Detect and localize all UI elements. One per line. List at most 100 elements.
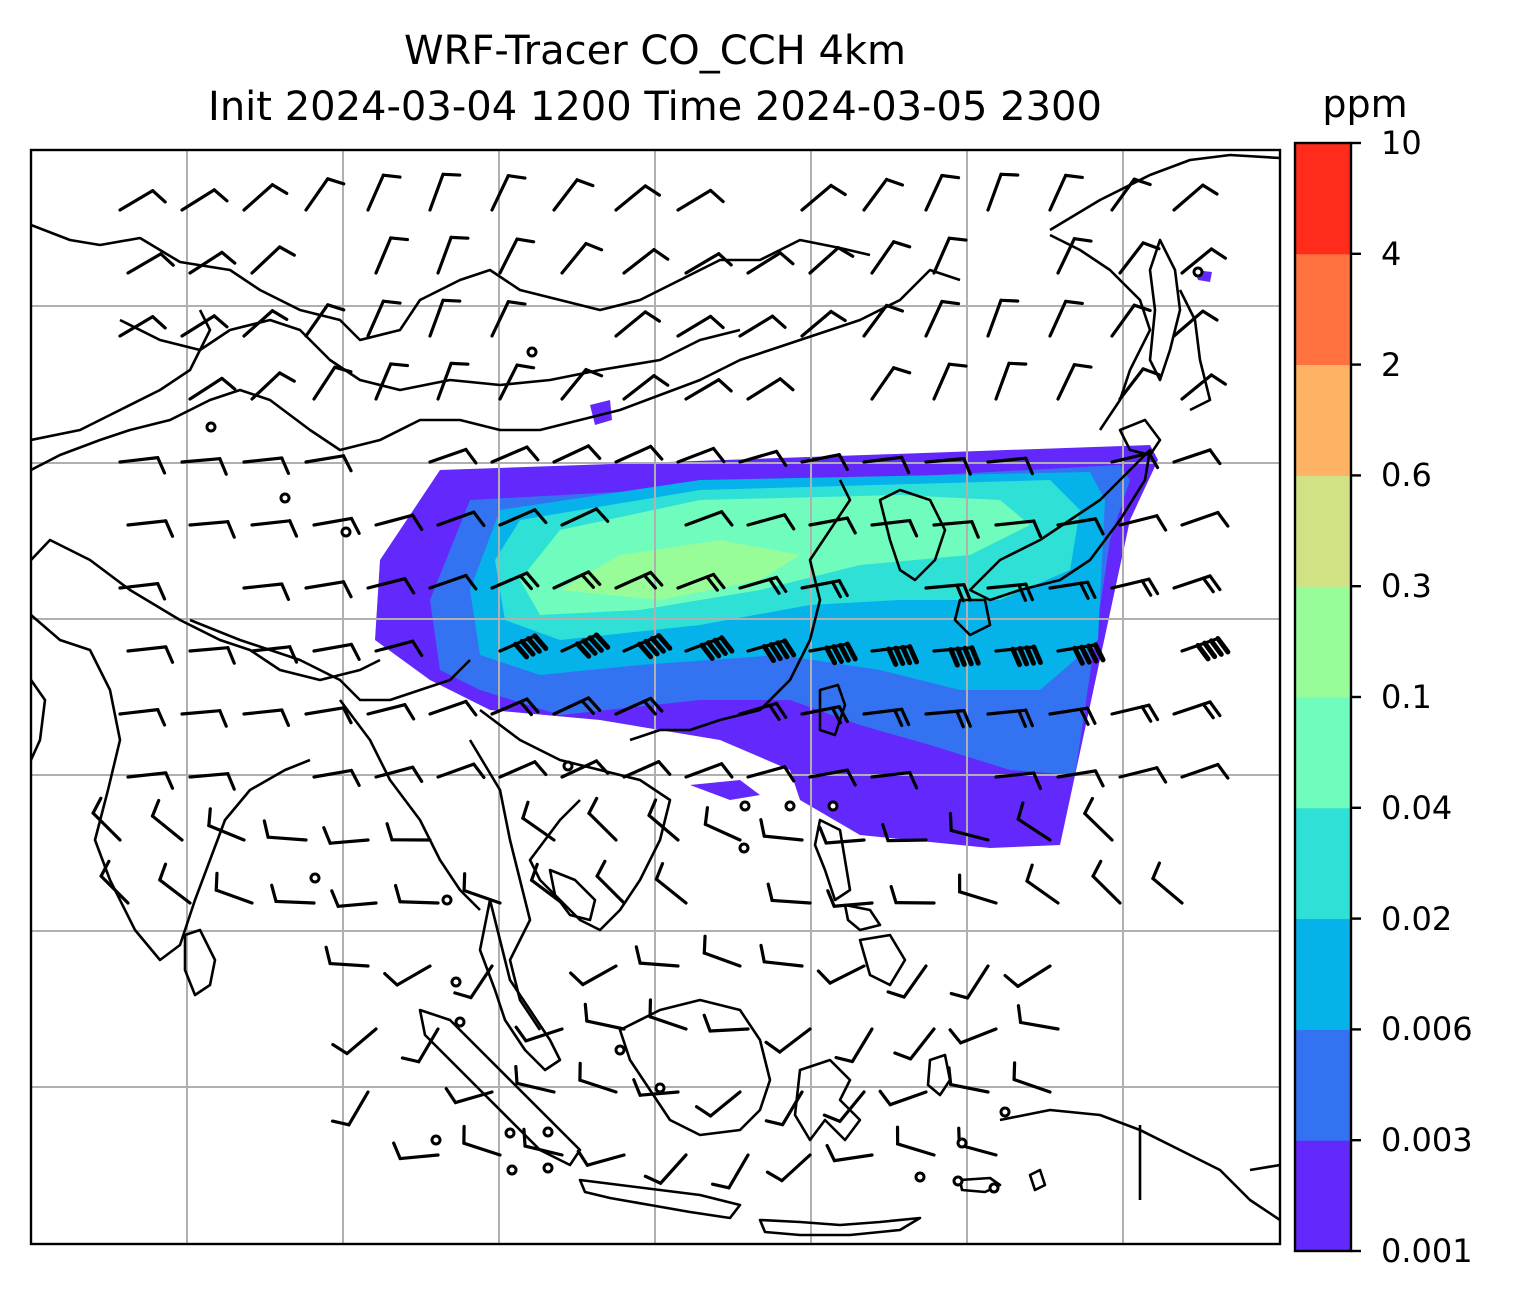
wind-barb-flag bbox=[1093, 517, 1105, 536]
wind-barb-flag bbox=[643, 638, 660, 657]
wind-barb-flag bbox=[845, 516, 857, 535]
wind-barb-flag bbox=[1147, 577, 1160, 596]
wind-barb-flag bbox=[1141, 367, 1161, 377]
wind-barb bbox=[1016, 964, 1052, 988]
wind-barb bbox=[304, 177, 330, 212]
wind-barb bbox=[428, 699, 468, 716]
lesser-sunda bbox=[758, 1216, 922, 1237]
wind-barb-flag bbox=[1031, 644, 1043, 665]
wind-barb-flag bbox=[1147, 451, 1160, 470]
wind-barb bbox=[578, 1078, 618, 1094]
sulawesi bbox=[793, 1058, 862, 1142]
wind-barb-flag bbox=[159, 252, 175, 267]
colorbar-tick-label: 0.1 bbox=[1381, 678, 1432, 716]
wind-barb-flag bbox=[533, 508, 548, 525]
himalaya-border bbox=[189, 618, 471, 702]
wind-barb bbox=[896, 1142, 936, 1157]
wind-barb-flag bbox=[844, 641, 858, 662]
small-island bbox=[1028, 1168, 1047, 1192]
wind-barb-flag bbox=[587, 796, 599, 815]
wind-barb bbox=[207, 823, 246, 842]
wind-barb-flag bbox=[1064, 299, 1084, 306]
wind-barb-flag bbox=[331, 1042, 349, 1056]
wind-barb bbox=[180, 314, 216, 338]
wind-barb-flag bbox=[212, 188, 229, 203]
wind-barb-flag bbox=[783, 765, 796, 783]
wind-barb-flag bbox=[1072, 363, 1093, 369]
wind-barb-flag bbox=[940, 299, 961, 306]
wind-barb-flag bbox=[892, 240, 912, 249]
calm-wind-circle bbox=[738, 842, 750, 854]
calm-wind-circle bbox=[956, 1137, 968, 1149]
colorbar-tick-label: 0.003 bbox=[1381, 1121, 1473, 1160]
wind-barb bbox=[1048, 299, 1068, 338]
wind-barb-flag bbox=[1140, 705, 1153, 723]
wind-barb-flag bbox=[449, 361, 470, 366]
wind-barb bbox=[1118, 514, 1159, 527]
calm-wind-circle bbox=[988, 1182, 1000, 1194]
wind-barb-flag bbox=[649, 444, 664, 461]
wind-barb-flag bbox=[778, 251, 795, 266]
wind-barb-flag bbox=[955, 709, 965, 729]
wind-barb-flag bbox=[1091, 859, 1103, 878]
wind-barb-flag bbox=[280, 708, 291, 727]
wind-barb-flag bbox=[164, 519, 175, 538]
wind-barb bbox=[738, 314, 775, 338]
wind-barb bbox=[126, 252, 163, 275]
wind-barb bbox=[304, 580, 346, 590]
wind-barb bbox=[622, 760, 661, 779]
wind-barb bbox=[366, 299, 385, 338]
wind-barb bbox=[702, 951, 742, 968]
wind-barb bbox=[560, 367, 588, 401]
colorbar-band-0 bbox=[1295, 1140, 1351, 1252]
wind-barb-flag bbox=[829, 309, 847, 323]
wind-barb-flag bbox=[506, 174, 527, 180]
wind-barb bbox=[986, 456, 1028, 464]
chart-title-line1: WRF-Tracer CO_CCH 4km bbox=[403, 28, 907, 74]
wind-barb-flag bbox=[657, 760, 672, 776]
wind-barb-flag bbox=[158, 862, 168, 882]
wind-barb-flag bbox=[1151, 861, 1162, 881]
wind-barb-flag bbox=[999, 172, 1020, 177]
wind-barb-flag bbox=[764, 1040, 782, 1054]
wind-barb-flag bbox=[270, 183, 289, 195]
wind-barb-flag bbox=[594, 759, 610, 775]
chart-title-line2: Init 2024-03-04 1200 Time 2024-03-05 230… bbox=[208, 84, 1102, 130]
colorbar-frame bbox=[1293, 141, 1353, 1253]
wind-barb-flag bbox=[1202, 640, 1218, 660]
wind-barb-flag bbox=[411, 513, 424, 531]
central-asia-border-2 bbox=[31, 268, 961, 472]
wind-barb-flag bbox=[1140, 579, 1153, 597]
wind-barb-flag bbox=[885, 177, 905, 187]
wind-barb bbox=[118, 582, 160, 590]
wind-barb bbox=[336, 901, 378, 908]
wind-barb-flag bbox=[220, 376, 237, 391]
wind-barb-flag bbox=[834, 1055, 854, 1064]
wind-barb-flag bbox=[836, 246, 855, 258]
wind-barb bbox=[676, 446, 716, 464]
wind-barb-flag bbox=[403, 577, 416, 595]
wind-barb-flag bbox=[1209, 247, 1228, 260]
wind-barb-flag bbox=[411, 765, 424, 783]
china-east-coast bbox=[629, 479, 852, 742]
wind-barb bbox=[312, 365, 337, 401]
wind-barb bbox=[614, 444, 653, 464]
wind-barb bbox=[800, 183, 833, 212]
wind-barb bbox=[250, 519, 292, 527]
wind-barb bbox=[746, 377, 782, 401]
wind-barb-flag bbox=[444, 1087, 458, 1105]
colorbar-tick-label: 0.02 bbox=[1381, 899, 1453, 938]
wind-barb-flag bbox=[280, 456, 291, 475]
wind-barb bbox=[994, 771, 1036, 779]
wind-barb-flag bbox=[1093, 769, 1105, 788]
wind-barb-flag bbox=[522, 1127, 527, 1148]
wind-barb bbox=[932, 520, 974, 527]
wind-barb bbox=[1180, 247, 1214, 275]
wind-barb bbox=[304, 303, 330, 338]
calm-wind-circle bbox=[542, 1126, 554, 1138]
wind-barb-flag bbox=[759, 943, 766, 964]
wind-barb-flag bbox=[226, 772, 236, 791]
wind-barb-flag bbox=[472, 510, 486, 528]
wind-barb bbox=[638, 961, 680, 968]
wind-barb-flag bbox=[886, 990, 906, 999]
